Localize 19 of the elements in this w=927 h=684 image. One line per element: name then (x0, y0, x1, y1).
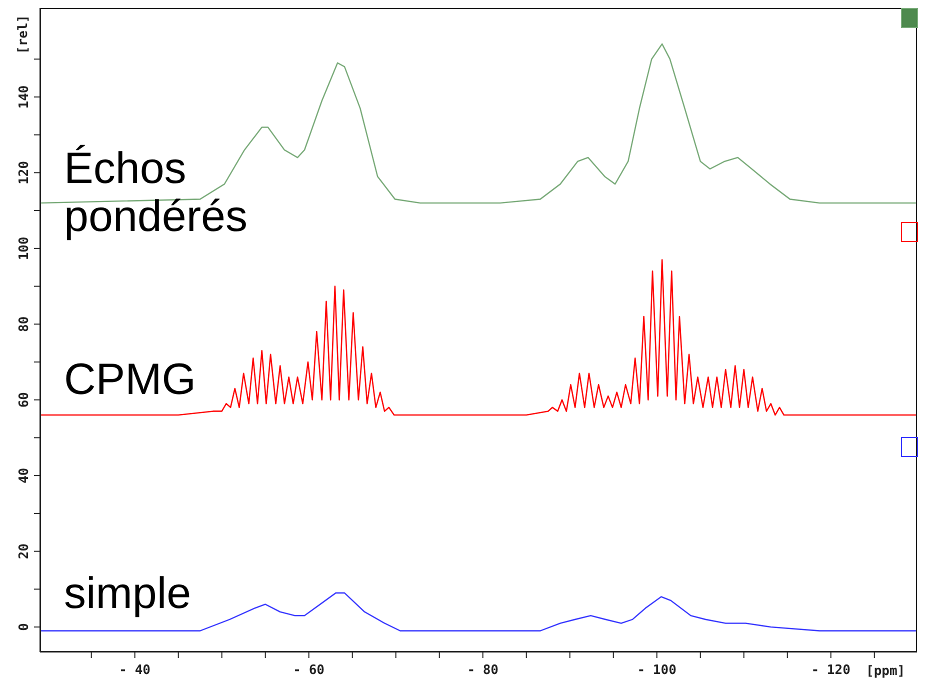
line-series (40, 259, 917, 416)
y-tick-label: 120 (17, 160, 32, 184)
y-tick-label: 140 (17, 85, 32, 109)
y-tick-label: 20 (17, 543, 32, 560)
series-label: simple (64, 569, 192, 618)
series-label: Échos pondérés (64, 144, 248, 241)
x-axis-title: [ppm] (866, 664, 906, 679)
x-tick-label: - 60 (293, 663, 325, 678)
y-tick-label: 100 (17, 236, 32, 260)
series-label: CPMG (64, 355, 197, 404)
x-tick-label: - 40 (119, 663, 151, 678)
x-tick-label: - 120 (811, 663, 851, 678)
x-tick-label: - 80 (467, 663, 499, 678)
y-tick-label: 80 (17, 316, 32, 332)
y-tick-label: 40 (17, 468, 32, 484)
y-tick-label: 60 (17, 392, 32, 408)
y-tick-label: 0 (17, 622, 32, 631)
y-axis-title: [rel] (16, 14, 31, 54)
x-tick-label: - 100 (637, 663, 677, 678)
